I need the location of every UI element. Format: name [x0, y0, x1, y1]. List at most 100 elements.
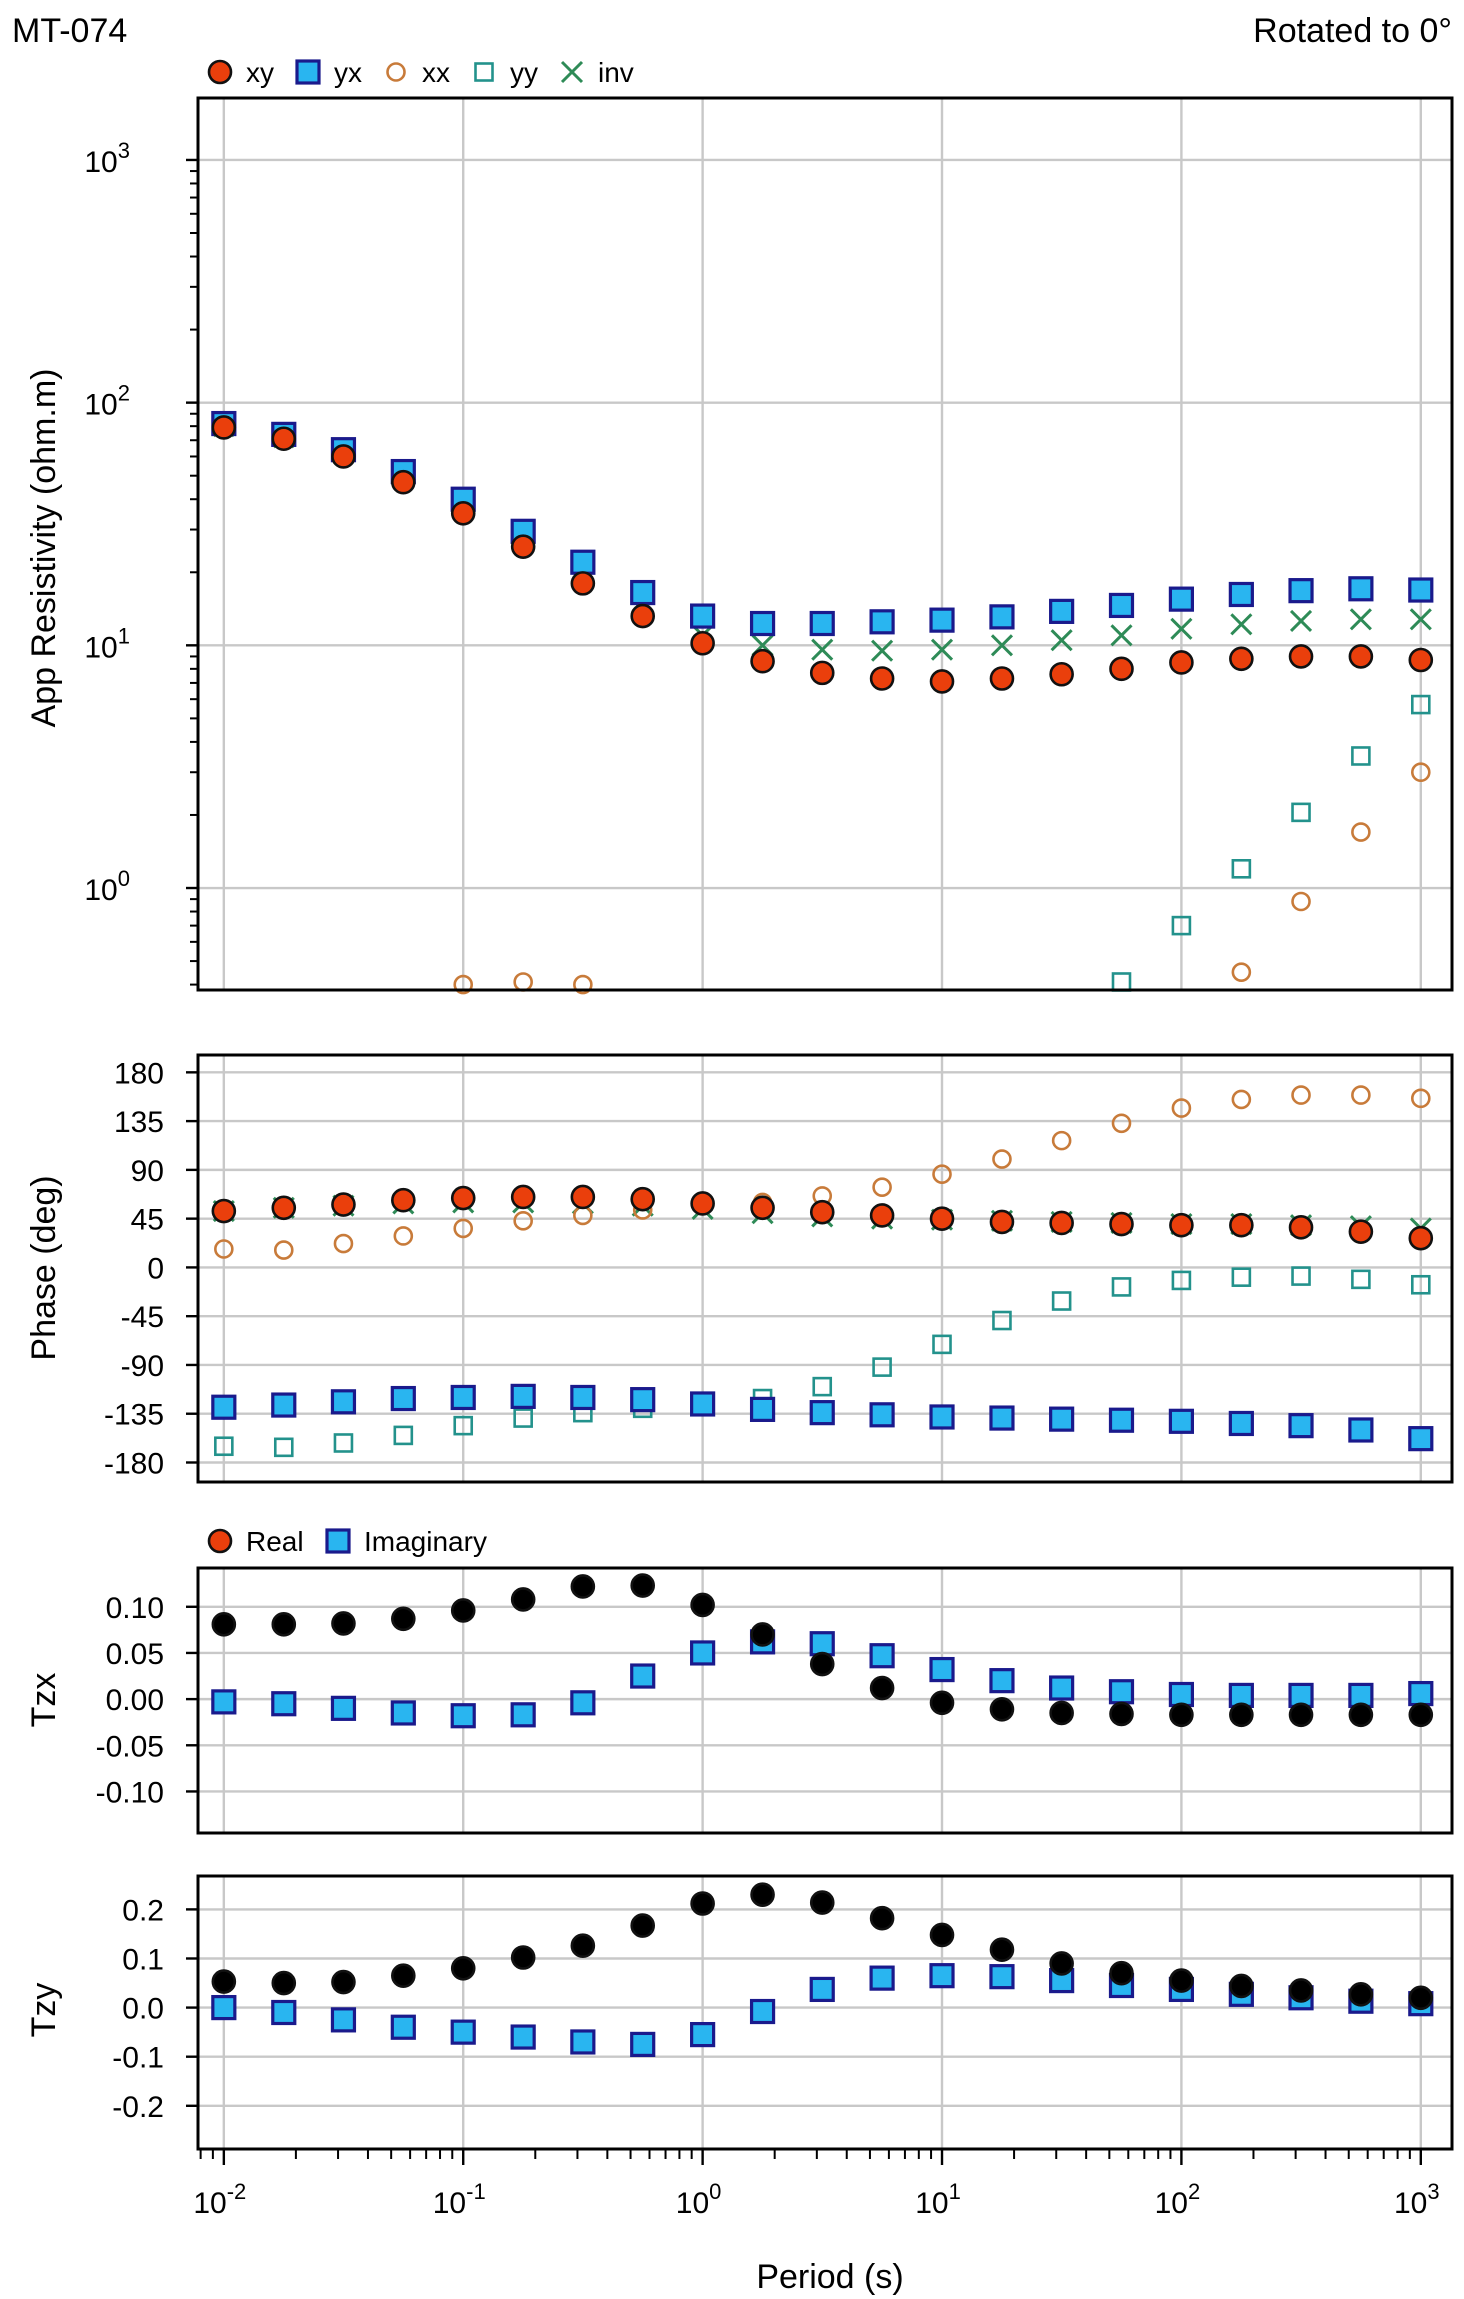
- y-tick-label: 0.2: [122, 1894, 164, 1927]
- xx-point: [1291, 891, 1311, 912]
- yy-point: [1410, 1274, 1431, 1295]
- xy-point: [929, 669, 955, 694]
- yx-point: [1288, 578, 1314, 604]
- xy-point: [1169, 650, 1194, 675]
- imag-point: [989, 1964, 1015, 1990]
- yy-point: [1231, 1267, 1252, 1287]
- yx-point: [271, 1392, 297, 1418]
- xx-point: [1171, 1098, 1192, 1118]
- yx-point: [929, 1404, 955, 1430]
- xy-point: [510, 1184, 536, 1210]
- xy-point: [630, 1186, 656, 1212]
- xx-point: [1231, 1089, 1252, 1110]
- xy-point: [211, 415, 237, 440]
- xy-point: [331, 444, 356, 469]
- y-tick-label: 45: [131, 1204, 164, 1237]
- imag-point: [330, 2007, 357, 2033]
- yx-point: [989, 1405, 1015, 1431]
- xy-point: [1348, 1219, 1374, 1244]
- yx-legend-label: yx: [334, 57, 362, 88]
- tzy-panel: 0.2 0.1 0.0 -0.1 -0.2: [112, 1874, 1454, 2151]
- inv-point: [990, 634, 1014, 657]
- real-point: [809, 1890, 835, 1915]
- yx-point: [869, 1402, 895, 1428]
- y-tick-label: -45: [121, 1301, 164, 1334]
- real-point: [1288, 1702, 1314, 1728]
- real-point: [1408, 1985, 1434, 2011]
- y-tick-label: 0.0: [122, 1993, 164, 2026]
- y-tick-label: -90: [121, 1350, 164, 1383]
- xy-point: [570, 571, 596, 596]
- xy-point: [1288, 1215, 1314, 1240]
- yx-point: [869, 609, 895, 635]
- imag-point: [330, 1695, 357, 1721]
- y-tick-label: -0.2: [112, 2091, 164, 2124]
- yx-point: [570, 1384, 596, 1411]
- imag-point: [211, 1689, 237, 1715]
- imag-point: [271, 1691, 297, 1717]
- xx-point: [1111, 1113, 1132, 1134]
- plot-frame: [196, 1874, 1454, 2151]
- real-legend-marker: [207, 1528, 233, 1554]
- xx-point: [1291, 1085, 1311, 1105]
- xy-point: [750, 648, 775, 674]
- real-point: [1408, 1702, 1434, 1728]
- inv-point: [811, 638, 834, 661]
- xy-point: [989, 1209, 1015, 1235]
- legend-impedance: xy yx xx yy inv: [207, 57, 634, 88]
- yx-point: [929, 607, 955, 633]
- xx-point: [573, 1205, 593, 1226]
- inv-point: [1230, 613, 1253, 636]
- tzx-panel: 0.10 0.05 0.00 -0.05 -0.10: [96, 1566, 1454, 1835]
- xy-point: [1408, 1225, 1434, 1251]
- real-point: [869, 1905, 895, 1931]
- yy-point: [393, 1425, 414, 1446]
- real-point: [570, 1933, 596, 1959]
- xy-point: [630, 603, 656, 629]
- xx-point: [273, 1240, 294, 1260]
- inv-point: [1170, 617, 1193, 640]
- yx-point: [1108, 1407, 1135, 1433]
- xy-point: [331, 1192, 356, 1217]
- y-tick-label: 101: [84, 623, 130, 664]
- y-tick-label: 180: [114, 1057, 164, 1090]
- yx-point: [690, 603, 716, 629]
- y-tick-label: 0.10: [106, 1592, 164, 1625]
- yx-legend-marker: [295, 59, 321, 85]
- real-point: [929, 1922, 955, 1948]
- real-point: [1288, 1978, 1314, 2003]
- xy-point: [271, 426, 297, 452]
- yx-point: [330, 1389, 357, 1415]
- imag-point: [390, 1700, 416, 1726]
- xy-point: [1348, 644, 1374, 669]
- legend-tipper: Real Imaginary: [207, 1526, 487, 1557]
- inv-point: [1349, 608, 1372, 631]
- xx-point: [513, 972, 533, 992]
- yy-point: [333, 1433, 354, 1453]
- yx-point: [809, 1400, 835, 1426]
- xy-point: [929, 1206, 955, 1231]
- imag-point: [570, 2029, 596, 2055]
- xy-point: [1229, 646, 1254, 672]
- xy-point: [809, 1199, 835, 1225]
- xx-legend-marker: [386, 62, 406, 82]
- real-point: [1348, 1702, 1374, 1728]
- xy-point: [211, 1198, 237, 1224]
- imag-point: [630, 1663, 656, 1689]
- rotation-label: Rotated to 0°: [1253, 12, 1452, 50]
- imag-point: [510, 2024, 536, 2050]
- yx-point: [1168, 1408, 1195, 1434]
- yx-point: [1408, 577, 1434, 603]
- y-tick-label: -0.05: [96, 1730, 164, 1763]
- real-point: [331, 1611, 356, 1636]
- imag-point: [450, 2019, 476, 2045]
- imag-point: [1108, 1679, 1135, 1705]
- real-point: [1169, 1702, 1194, 1728]
- inv-legend-marker: [560, 60, 584, 84]
- xy-point: [570, 1184, 596, 1210]
- x-tick-label: 10-2: [193, 2179, 246, 2220]
- yx-point: [510, 1383, 536, 1409]
- yx-point: [749, 1396, 776, 1422]
- xx-point: [1051, 1130, 1072, 1151]
- yx-point: [630, 1387, 656, 1413]
